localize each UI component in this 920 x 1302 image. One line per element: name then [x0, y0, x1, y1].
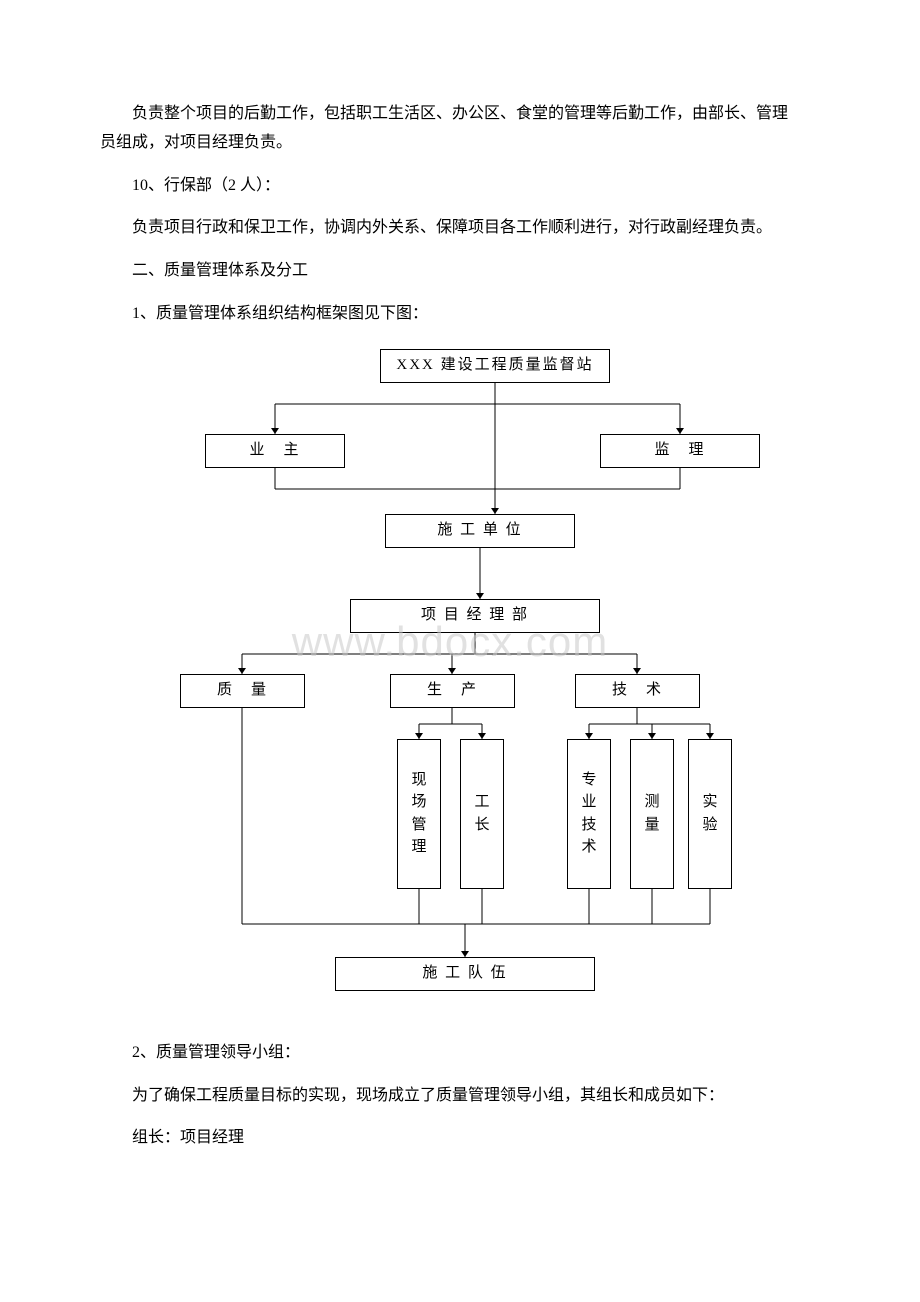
- node-quality: 质 量: [180, 674, 305, 708]
- node-experiment: 实验: [688, 739, 732, 889]
- heading-quality-system: 二、质量管理体系及分工: [100, 257, 800, 286]
- paragraph-leadership-group: 为了确保工程质量目标的实现，现场成立了质量管理领导小组，其组长和成员如下：: [100, 1082, 800, 1111]
- paragraph-chart-intro: 1、质量管理体系组织结构框架图见下图：: [100, 300, 800, 329]
- node-production: 生 产: [390, 674, 515, 708]
- node-tech: 技 术: [575, 674, 700, 708]
- paragraph-security: 负责项目行政和保卫工作，协调内外关系、保障项目各工作顺利进行，对行政副经理负责。: [100, 214, 800, 243]
- node-owner: 业 主: [205, 434, 345, 468]
- node-construction: 施 工 单 位: [385, 514, 575, 548]
- paragraph-logistics: 负责整个项目的后勤工作，包括职工生活区、办公区、食堂的管理等后勤工作，由部长、管…: [100, 100, 800, 158]
- paragraph-section-2: 2、质量管理领导小组：: [100, 1039, 800, 1068]
- node-onsite: 现场管理: [397, 739, 441, 889]
- node-team: 施 工 队 伍: [335, 957, 595, 991]
- node-foreman: 工长: [460, 739, 504, 889]
- node-supervisor: 监 理: [600, 434, 760, 468]
- node-top: XXX 建设工程质量监督站: [380, 349, 610, 383]
- node-specialty: 专业技术: [567, 739, 611, 889]
- node-survey: 测量: [630, 739, 674, 889]
- node-pmoffice: 项 目 经 理 部: [350, 599, 600, 633]
- paragraph-section-10: 10、行保部（2 人）：: [100, 172, 800, 201]
- paragraph-leader: 组长：项目经理: [100, 1124, 800, 1153]
- org-flowchart: XXX 建设工程质量监督站业 主监 理施 工 单 位项 目 经 理 部质 量生 …: [150, 349, 750, 1009]
